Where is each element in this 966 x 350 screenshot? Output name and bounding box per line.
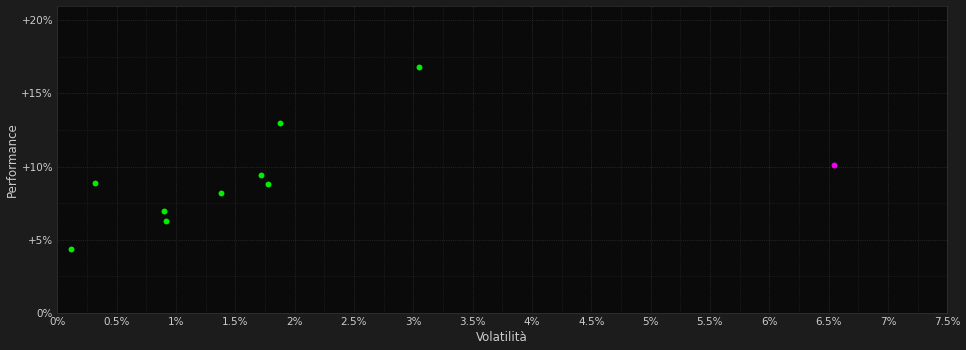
Point bbox=[261, 181, 276, 187]
Point bbox=[158, 218, 174, 224]
Point bbox=[827, 162, 842, 168]
Point bbox=[254, 173, 270, 178]
Point bbox=[272, 120, 288, 126]
Point bbox=[156, 208, 172, 213]
Point bbox=[412, 64, 427, 70]
Point bbox=[64, 246, 79, 251]
Point bbox=[213, 190, 229, 196]
Point bbox=[88, 180, 103, 186]
Y-axis label: Performance: Performance bbox=[6, 122, 18, 197]
X-axis label: Volatilità: Volatilità bbox=[476, 331, 528, 344]
